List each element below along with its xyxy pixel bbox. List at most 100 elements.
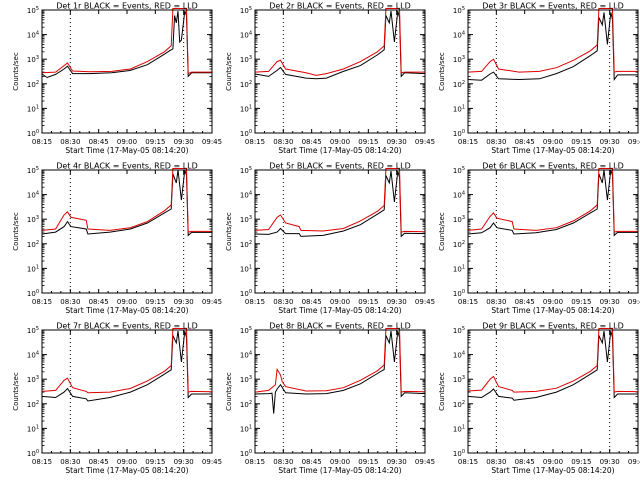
y-tick-label: 104 [453, 31, 465, 40]
panel-title: Det 6r BLACK = Events, RED = LLD [482, 162, 624, 171]
x-tick-label: 09:30 [600, 138, 620, 146]
x-tick-label: 09:15 [571, 138, 591, 146]
x-tick-label: 09:45 [202, 458, 222, 466]
x-axis-label: Start Time (17-May-05 08:14:20) [491, 146, 614, 155]
x-tick-label: 08:15 [458, 458, 478, 466]
x-axis-label: Start Time (17-May-05 08:14:20) [491, 466, 614, 475]
y-tick-label: 105 [27, 326, 39, 335]
panel-6: 08:15 08:30 08:45 09:00 09:15 09:30 09:45 100 10… [438, 162, 640, 316]
plot-frame [254, 329, 426, 454]
panel-title: Det 4r BLACK = Events, RED = LLD [56, 162, 198, 171]
x-tick-label: 09:00 [543, 298, 563, 306]
y-tick-label: 102 [27, 80, 39, 89]
y-tick-label: 102 [240, 240, 252, 249]
y-tick-label: 105 [240, 166, 252, 175]
events-series-line [254, 330, 426, 414]
x-tick-label: 09:00 [117, 138, 137, 146]
y-tick-label: 100 [27, 129, 39, 138]
x-tick-label: 09:45 [202, 298, 222, 306]
lld-series-line [254, 328, 426, 393]
x-tick-label: 08:15 [245, 458, 265, 466]
lld-series-line [254, 168, 426, 233]
plot-frame [467, 169, 639, 294]
x-tick-label: 08:30 [486, 298, 506, 306]
x-tick-label: 08:45 [89, 138, 109, 146]
lld-series-line [41, 8, 212, 75]
x-tick-label: 09:45 [415, 458, 435, 466]
events-series-line [41, 169, 212, 237]
y-axis-label: Counts/sec [12, 212, 20, 251]
x-axis-label: Start Time (17-May-05 08:14:20) [278, 306, 401, 315]
y-tick-label: 103 [27, 55, 39, 64]
y-tick-label: 100 [240, 129, 252, 138]
x-tick-label: 09:15 [358, 458, 378, 466]
y-tick-label: 100 [453, 449, 465, 458]
x-tick-label: 09:45 [628, 298, 640, 306]
x-tick-label: 08:15 [32, 138, 52, 146]
y-axis-label: Counts/sec [438, 212, 446, 251]
y-tick-label: 105 [27, 166, 39, 175]
y-axis-label: Counts/sec [438, 52, 446, 91]
x-tick-label: 08:30 [273, 298, 293, 306]
y-tick-label: 100 [27, 449, 39, 458]
y-tick-label: 103 [240, 375, 252, 384]
x-tick-label: 09:30 [174, 138, 194, 146]
y-tick-label: 104 [27, 351, 39, 360]
x-tick-label: 08:15 [458, 298, 478, 306]
events-series-line [41, 10, 212, 79]
x-tick-label: 09:30 [387, 298, 407, 306]
lld-series-line [467, 168, 638, 233]
y-tick-label: 102 [453, 400, 465, 409]
y-tick-label: 100 [240, 449, 252, 458]
y-tick-label: 102 [27, 240, 39, 249]
lld-series-line [467, 328, 639, 393]
y-tick-label: 105 [453, 166, 465, 175]
y-tick-label: 102 [240, 400, 252, 409]
panel-title: Det 2r BLACK = Events, RED = LLD [269, 2, 411, 11]
y-tick-label: 103 [27, 375, 39, 384]
y-tick-label: 101 [453, 264, 465, 273]
x-tick-label: 09:15 [145, 298, 165, 306]
x-tick-label: 08:45 [302, 298, 322, 306]
x-tick-label: 09:00 [543, 458, 563, 466]
plot-frame [41, 329, 213, 454]
x-tick-label: 08:30 [273, 458, 293, 466]
events-series-line [467, 169, 638, 237]
x-axis-label: Start Time (17-May-05 08:14:20) [65, 306, 188, 315]
y-tick-label: 103 [27, 215, 39, 224]
y-tick-label: 101 [240, 104, 252, 113]
panel-8: 08:15 08:30 08:45 09:00 09:15 09:30 09:45 100 10… [225, 322, 435, 476]
y-tick-label: 101 [453, 104, 465, 113]
y-tick-label: 104 [453, 351, 465, 360]
x-tick-label: 09:15 [358, 138, 378, 146]
y-tick-label: 102 [453, 80, 465, 89]
x-axis-label: Start Time (17-May-05 08:14:20) [491, 306, 614, 315]
y-tick-label: 104 [240, 191, 252, 200]
x-tick-label: 09:45 [202, 138, 222, 146]
plot-frame [467, 329, 639, 454]
x-axis-label: Start Time (17-May-05 08:14:20) [65, 466, 188, 475]
x-tick-label: 08:30 [486, 458, 506, 466]
y-tick-label: 104 [27, 31, 39, 40]
y-tick-label: 101 [240, 424, 252, 433]
panel-title: Det 9r BLACK = Events, RED = LLD [482, 322, 624, 331]
y-axis-label: Counts/sec [438, 372, 446, 411]
x-tick-label: 08:15 [245, 298, 265, 306]
events-series-line [41, 330, 212, 402]
x-tick-label: 08:15 [458, 138, 478, 146]
panel-3: 08:15 08:30 08:45 09:00 09:15 09:30 09:45 100 10… [438, 2, 640, 156]
panel-5: 08:15 08:30 08:45 09:00 09:15 09:30 09:45 100 10… [225, 162, 435, 316]
y-axis-label: Counts/sec [12, 372, 20, 411]
x-tick-label: 08:15 [245, 138, 265, 146]
panel-7: 08:15 08:30 08:45 09:00 09:15 09:30 09:45 100 10… [12, 322, 222, 476]
panel-2: 08:15 08:30 08:45 09:00 09:15 09:30 09:45 100 10… [225, 2, 435, 156]
lld-series-line [41, 328, 213, 394]
x-tick-label: 09:30 [174, 458, 194, 466]
events-series-line [467, 330, 638, 401]
x-tick-label: 08:15 [32, 458, 52, 466]
x-tick-label: 09:00 [330, 298, 350, 306]
x-tick-label: 09:00 [117, 458, 137, 466]
y-axis-label: Counts/sec [225, 212, 233, 251]
panel-1: 08:15 08:30 08:45 09:00 09:15 09:30 09:45 100 10… [12, 2, 222, 156]
